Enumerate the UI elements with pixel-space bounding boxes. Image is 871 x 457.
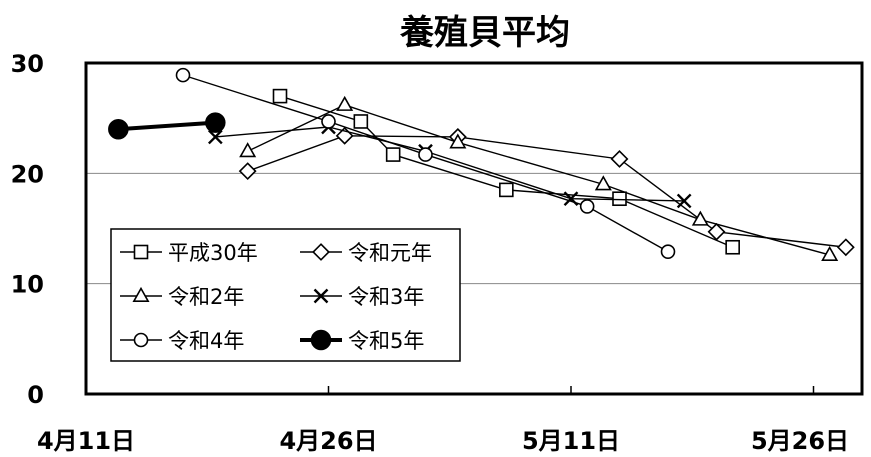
circle-marker [660, 244, 676, 259]
legend-item: 令和3年 [300, 285, 424, 309]
x-marker-stroke [207, 129, 223, 145]
legend-label: 令和4年 [168, 329, 244, 353]
series-6 [108, 112, 226, 140]
legend-label: 平成30年 [168, 241, 258, 265]
y-tick-label: 10 [11, 271, 44, 299]
triangle-marker [821, 245, 839, 261]
legend-item: 令和元年 [300, 241, 432, 265]
legend-item: 令和4年 [120, 329, 244, 353]
series-line [215, 126, 685, 202]
x-tick-label: 5月26日 [751, 427, 849, 455]
series-2 [238, 126, 855, 257]
square-marker [725, 239, 740, 255]
series-1 [272, 88, 740, 255]
diamond-marker [610, 150, 629, 168]
legend-box [110, 228, 461, 362]
axes: 0 10 20 30 4月11日 4月26日 5月11日 5月26日 [11, 50, 864, 455]
diamond-marker [707, 222, 726, 241]
square-marker [612, 191, 627, 207]
diamond-marker [836, 238, 855, 257]
series-line [118, 120, 216, 132]
x-marker-stroke [563, 191, 579, 207]
filled-circle-marker [310, 329, 332, 351]
triangle-marker [239, 142, 257, 158]
circle-marker [418, 147, 433, 162]
x-tick-label: 4月11日 [37, 427, 135, 455]
x-tick-label: 4月26日 [279, 427, 377, 455]
legend-label: 令和元年 [348, 241, 432, 265]
filled-circle-marker [108, 118, 129, 140]
series-line [247, 104, 830, 256]
square-marker [385, 147, 401, 162]
circle-marker [133, 332, 149, 348]
chart-title: 養殖貝平均 [400, 13, 570, 53]
series-line [279, 95, 733, 248]
diamond-marker [335, 126, 354, 145]
plot-frame [84, 61, 864, 396]
legend-label: 令和3年 [348, 285, 424, 309]
legend-item: 令和5年 [300, 329, 424, 353]
triangle-marker [691, 210, 709, 226]
series-line [182, 74, 669, 253]
series-3 [239, 95, 839, 261]
square-marker [272, 88, 288, 104]
triangle-marker [449, 133, 467, 149]
x-marker [313, 288, 329, 304]
legend-label: 令和5年 [348, 329, 424, 353]
filled-circle-marker [205, 112, 226, 133]
x-marker-stroke [676, 193, 692, 209]
diamond-marker [312, 243, 330, 261]
circle-marker [321, 114, 336, 129]
x-marker-stroke [313, 288, 329, 304]
diamond-marker [238, 162, 257, 181]
legend-item: 平成30年 [120, 241, 258, 265]
square-marker [133, 244, 149, 260]
series-layer [108, 67, 855, 261]
x-marker [207, 129, 223, 145]
square-marker [499, 182, 514, 198]
series-line [247, 135, 846, 248]
x-tick-label: 5月11日 [522, 427, 620, 455]
triangle-marker [336, 95, 354, 111]
series-5 [175, 67, 676, 259]
legend-label: 令和2年 [168, 285, 244, 309]
circle-marker [579, 199, 595, 214]
y-tick-label: 0 [27, 381, 44, 409]
legend-item: 令和2年 [120, 285, 244, 309]
x-marker [676, 193, 692, 209]
circle-marker [175, 67, 191, 83]
y-tick-label: 30 [11, 50, 44, 78]
triangle-marker [594, 175, 612, 191]
square-marker [353, 114, 369, 129]
triangle-marker [132, 286, 150, 303]
y-tick-label: 20 [11, 160, 44, 188]
